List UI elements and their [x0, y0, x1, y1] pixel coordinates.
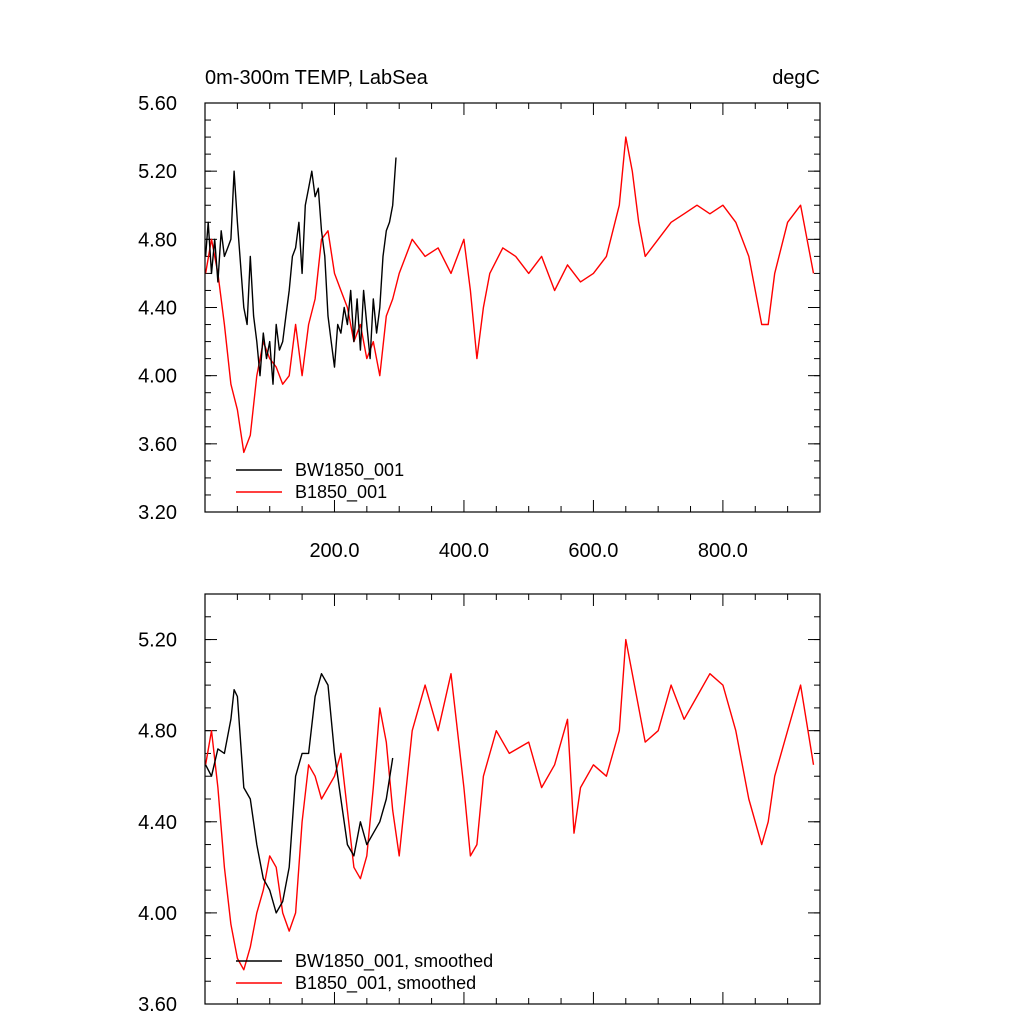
y-tick-label: 5.20: [138, 161, 177, 183]
x-tick-label: 400.0: [439, 540, 489, 562]
y-tick-label: 4.40: [138, 812, 177, 834]
y-tick-label: 4.80: [138, 229, 177, 251]
series-line-bw1850-001: [204, 157, 397, 385]
y-tick-label: 3.60: [138, 994, 177, 1016]
y-tick-label: 4.00: [138, 366, 177, 388]
top-panel-legend: BW1850_001 B1850_001: [236, 460, 404, 503]
x-tick-label: 800.0: [698, 540, 748, 562]
bottom-panel-frame: [204, 593, 821, 1005]
bottom-panel-series: [204, 638, 815, 971]
top-panel-series: [204, 136, 815, 454]
bottom-panel: 3.60 4.00 4.40 4.80 5.20 BW1850_001, smoothe…: [138, 593, 821, 1016]
y-tick-label: 4.00: [138, 903, 177, 925]
y-tick-label: 3.60: [138, 434, 177, 456]
top-panel-units: degC: [772, 67, 820, 89]
series-line-b1850-001: [204, 136, 815, 454]
y-tick-label: 4.80: [138, 721, 177, 743]
legend-label-bw1850: BW1850_001: [295, 460, 404, 481]
legend-label-b1850: B1850_001: [295, 482, 387, 503]
series-line-bw1850-001-smoothed: [204, 673, 394, 914]
legend-label-bw1850-smoothed: BW1850_001, smoothed: [295, 951, 493, 972]
top-panel-frame: [204, 102, 821, 513]
series-line-b1850-001-smoothed: [204, 638, 815, 971]
legend-label-b1850-smoothed: B1850_001, smoothed: [295, 973, 476, 994]
x-tick-label: 200.0: [309, 540, 359, 562]
bottom-panel-legend: BW1850_001, smoothed B1850_001, smoothed: [236, 951, 493, 994]
x-tick-label: 600.0: [568, 540, 618, 562]
top-panel-ticks: 3.20 3.60 4.00 4.40 4.80 5.20 5.60 200.0 400.0 60…: [138, 93, 821, 562]
top-panel-title: 0m-300m TEMP, LabSea: [205, 67, 429, 89]
bottom-panel-ticks: 3.60 4.00 4.40 4.80 5.20: [138, 593, 821, 1016]
y-tick-label: 3.20: [138, 502, 177, 524]
y-tick-label: 4.40: [138, 298, 177, 320]
y-tick-label: 5.20: [138, 630, 177, 652]
top-panel: 0m-300m TEMP, LabSea degC 3.20 3.60 4.00 4.…: [138, 67, 821, 562]
y-tick-label: 5.60: [138, 93, 177, 115]
